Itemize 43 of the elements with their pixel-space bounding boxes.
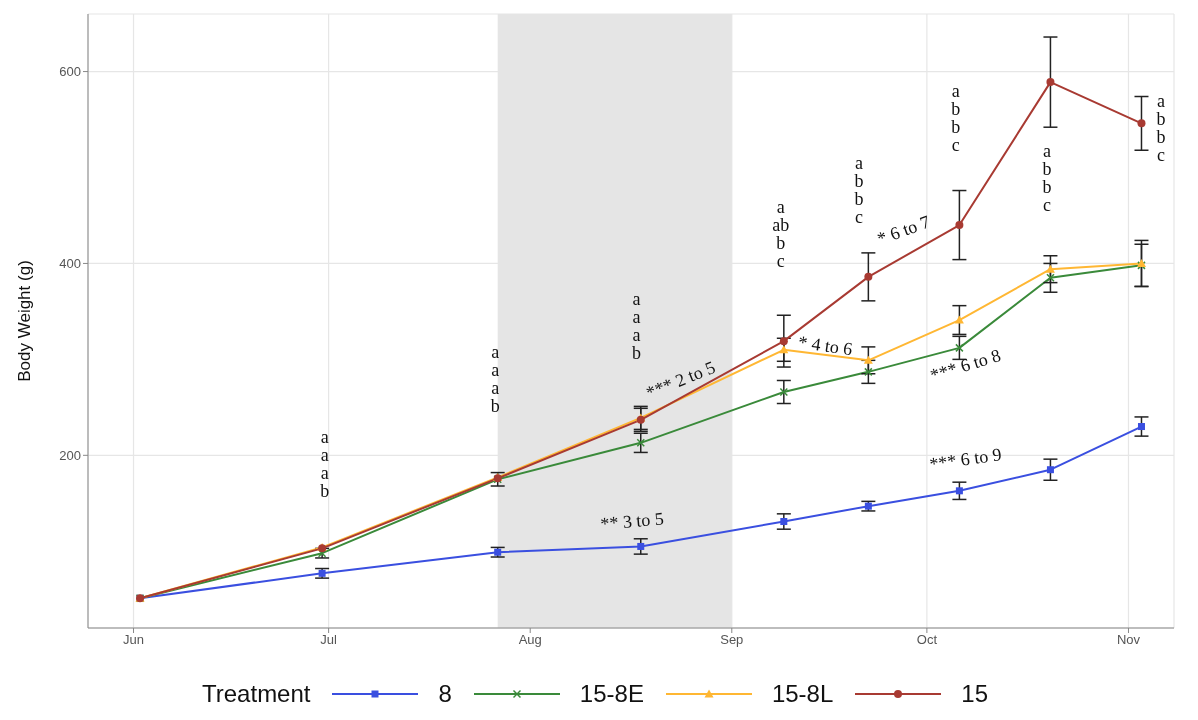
point	[863, 355, 873, 364]
annotation: * 4 to 6	[797, 331, 854, 360]
point	[780, 518, 788, 526]
annotation: a a a b	[631, 288, 641, 363]
x-tick-label: Nov	[1116, 632, 1141, 648]
point	[779, 345, 789, 354]
point	[954, 315, 964, 324]
y-tick-label: 400	[59, 256, 81, 272]
annotation: *** 2 to 5	[643, 356, 719, 403]
legend-label: 15-8E	[579, 680, 644, 708]
annotation: a a a b	[320, 427, 330, 502]
point	[955, 221, 964, 230]
x-tick-label: Aug	[518, 632, 542, 648]
x-tick-label: Sep	[720, 632, 744, 648]
y-axis-title: Body Weight (g)	[15, 260, 35, 382]
y-tick-label: 200	[59, 447, 81, 463]
annotation: a ab b c	[772, 196, 790, 271]
x-tick-label: Jun	[123, 632, 145, 648]
legend-label: 15-8L	[771, 680, 834, 708]
annotation: a b b c	[1042, 140, 1052, 215]
point	[1046, 78, 1055, 87]
annotation: a b b c	[951, 81, 961, 156]
point	[955, 487, 963, 495]
point	[1137, 423, 1145, 431]
annotation: ** 3 to 5	[599, 508, 665, 534]
point	[1137, 119, 1146, 128]
point	[637, 542, 645, 550]
legend-label: 8	[438, 680, 452, 708]
point	[779, 337, 788, 346]
annotation: a a a b	[490, 341, 500, 416]
y-tick-label: 600	[59, 64, 81, 80]
annotation: *** 6 to 9	[928, 444, 1003, 475]
legend-label: 15	[961, 680, 988, 708]
x-tick-label: Jul	[320, 632, 338, 648]
legend-title: Treatment	[202, 680, 311, 708]
point	[1045, 264, 1055, 273]
annotation: a b b c	[854, 152, 864, 227]
point	[1046, 466, 1054, 474]
point	[864, 272, 873, 281]
annotation: *** 6 to 8	[927, 345, 1004, 386]
annotation: a b b c	[1156, 91, 1166, 166]
annotation: * 6 to 7	[874, 211, 933, 249]
x-tick-label: Oct	[916, 632, 938, 648]
